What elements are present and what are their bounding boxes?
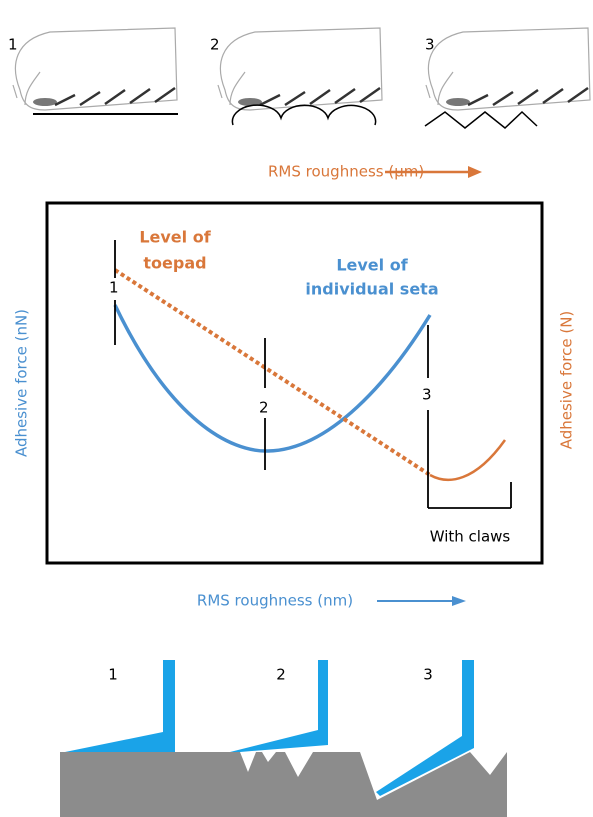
marker-label: 2	[259, 399, 269, 417]
toepad-label: Level of	[139, 228, 211, 247]
panel-label: 2	[210, 36, 220, 54]
seta-curve	[115, 305, 430, 451]
claw-curve	[430, 440, 505, 480]
arrow-head	[452, 596, 466, 606]
seta-label: individual seta	[305, 280, 438, 299]
arrow-head	[468, 166, 482, 178]
panel-label: 2	[276, 666, 286, 684]
panel-label: 3	[425, 36, 435, 54]
graph-frame	[47, 203, 542, 563]
rough-surface	[425, 112, 537, 128]
panel-label: 3	[423, 666, 433, 684]
bumpy-surface	[232, 105, 375, 125]
left-axis-label: Adhesive force (nN)	[13, 309, 31, 457]
panel-label: 1	[108, 666, 118, 684]
claws-label: With claws	[430, 528, 511, 546]
toepad-line	[115, 270, 430, 475]
seta-label: Level of	[336, 256, 408, 275]
toepad-label: toepad	[143, 254, 206, 273]
marker-label: 1	[109, 279, 119, 297]
toe-sketches	[13, 28, 590, 110]
panel-label: 1	[8, 36, 18, 54]
diagram: 1 2 3 RMS roughness (μm) 1 2 3 Level of …	[0, 0, 593, 817]
right-axis-label: Adhesive force (N)	[558, 311, 576, 450]
x-axis-label: RMS roughness (nm)	[197, 592, 353, 610]
marker-label: 3	[422, 386, 432, 404]
